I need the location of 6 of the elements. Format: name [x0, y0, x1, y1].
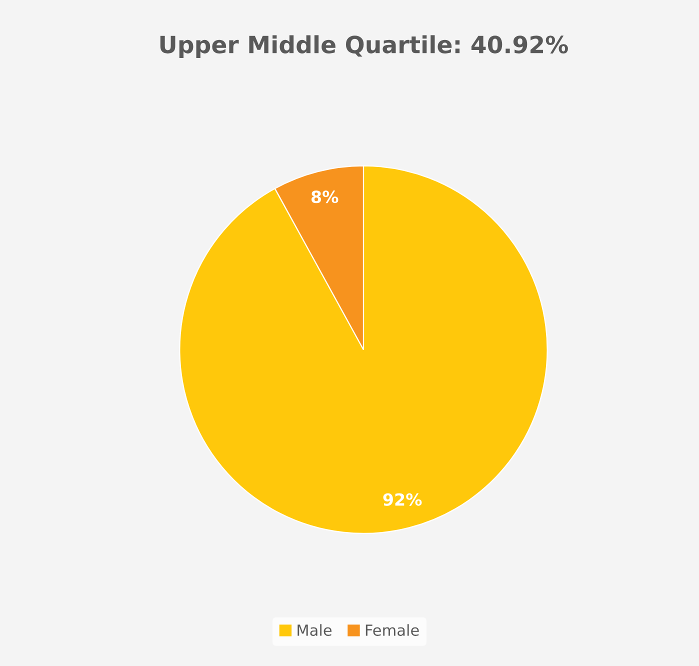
data-label: 92% [383, 493, 422, 506]
chart-title: Upper Middle Quartile: 40.92% [160, 35, 568, 58]
data-label: 8% [311, 190, 338, 204]
pie-slice [179, 165, 548, 534]
legend-label: Female [366, 624, 419, 636]
legend-label: Male [298, 624, 332, 636]
